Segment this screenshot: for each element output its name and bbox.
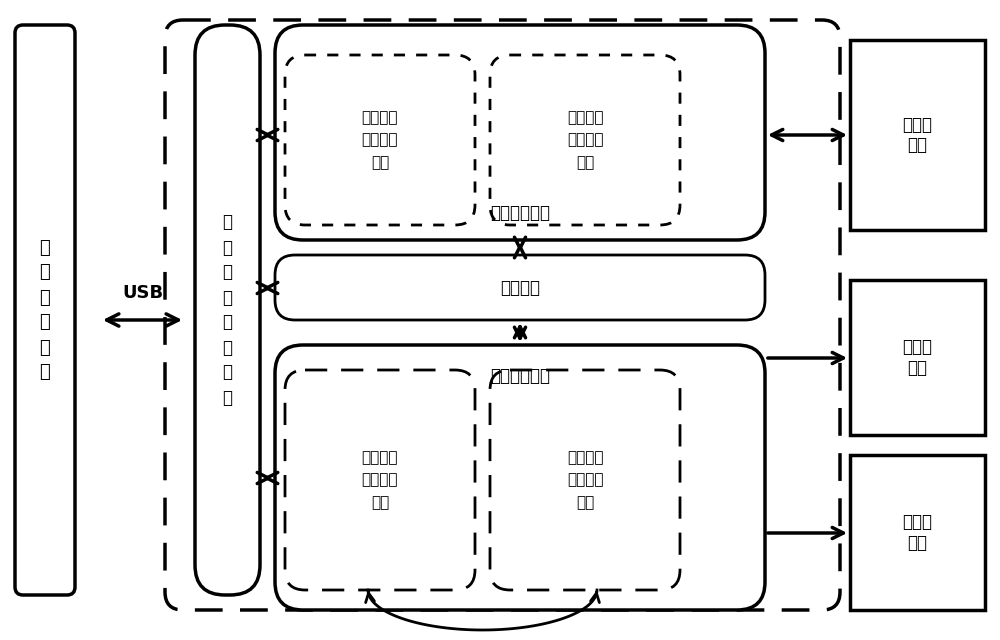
FancyBboxPatch shape (195, 25, 260, 595)
Text: 双模检测模块: 双模检测模块 (490, 204, 550, 222)
Text: 神经调控模块: 神经调控模块 (490, 367, 550, 385)
Text: 数
据
同
步
采
集
模
块: 数 据 同 步 采 集 模 块 (222, 214, 232, 406)
Text: 主控模块: 主控模块 (500, 278, 540, 296)
Text: 高精度电
化学检测
单元: 高精度电 化学检测 单元 (567, 110, 603, 170)
Text: 电刺激
电极: 电刺激 电极 (902, 338, 932, 377)
Bar (850, 455, 985, 610)
FancyBboxPatch shape (275, 255, 765, 320)
FancyBboxPatch shape (15, 25, 75, 595)
Text: 高性能电
生理检测
单元: 高性能电 生理检测 单元 (362, 110, 398, 170)
Text: 用
户
控
制
模
块: 用 户 控 制 模 块 (40, 239, 50, 381)
FancyBboxPatch shape (275, 345, 765, 610)
Text: 多功能电
刺激调控
单元: 多功能电 刺激调控 单元 (362, 451, 398, 509)
FancyBboxPatch shape (490, 55, 680, 225)
FancyBboxPatch shape (275, 25, 765, 240)
Bar (850, 280, 985, 435)
FancyBboxPatch shape (285, 370, 475, 590)
FancyBboxPatch shape (490, 370, 680, 590)
Text: 微电极
阵列: 微电极 阵列 (902, 116, 932, 154)
FancyBboxPatch shape (285, 55, 475, 225)
Text: USB: USB (122, 284, 163, 302)
Text: 多模态光
刺激调控
单元: 多模态光 刺激调控 单元 (567, 451, 603, 509)
FancyBboxPatch shape (165, 20, 840, 610)
Text: 光刺激
电极: 光刺激 电极 (902, 513, 932, 552)
Bar (850, 40, 985, 230)
